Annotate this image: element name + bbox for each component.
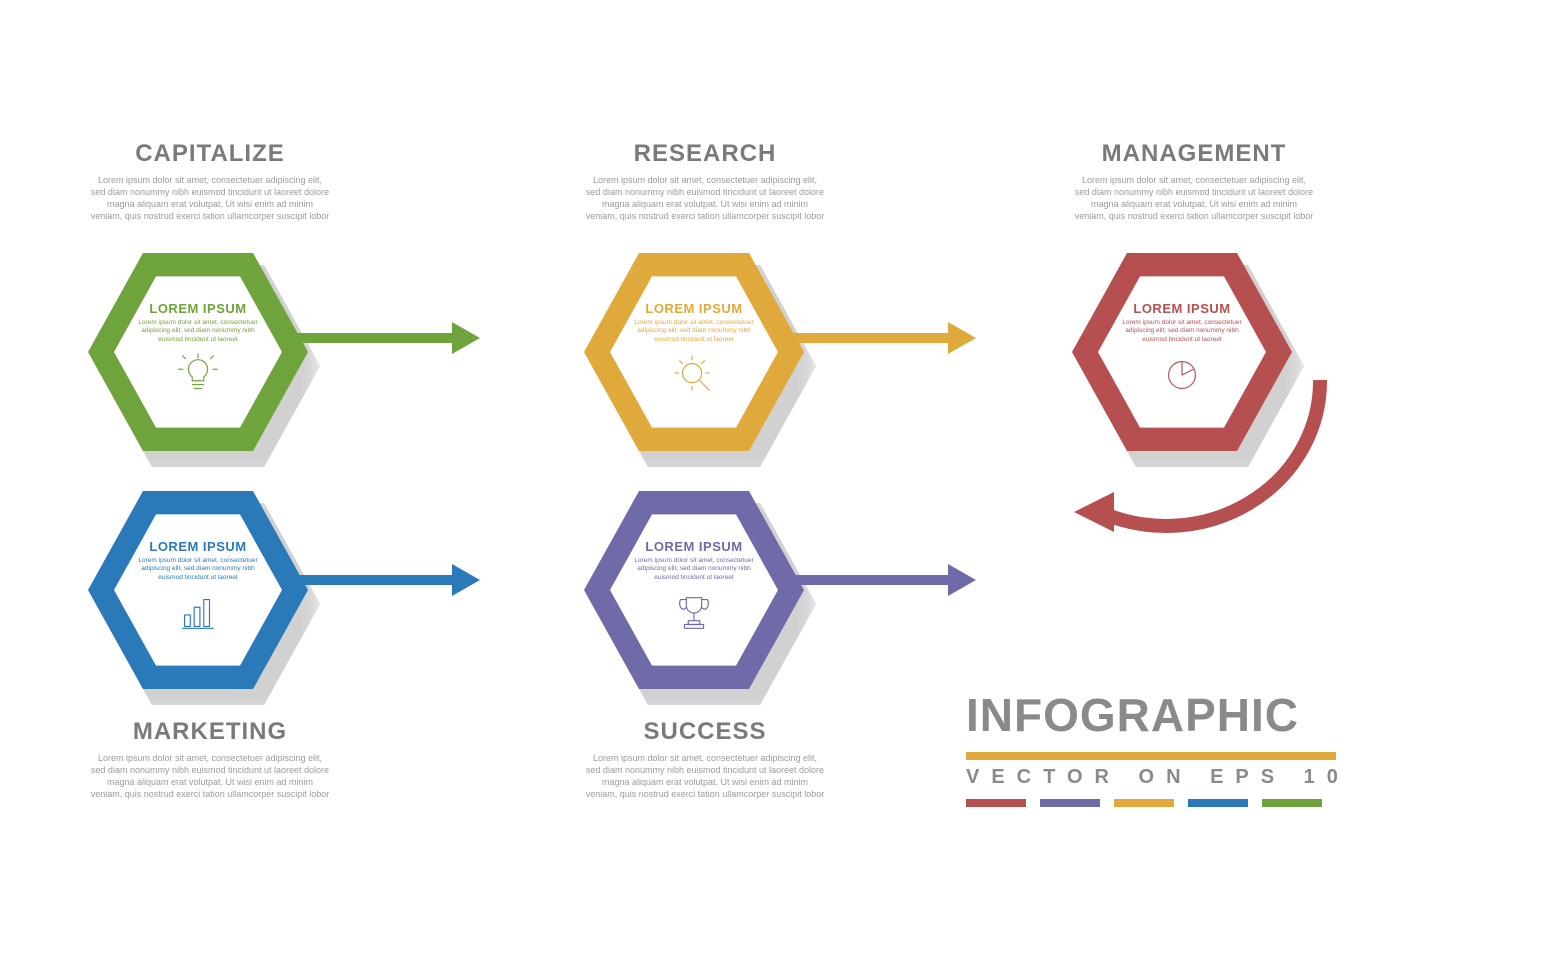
caption-success: SUCCESS Lorem ipsum dolor sit amet, conse… [585, 718, 825, 801]
arrow-capitalize [290, 330, 480, 346]
footer-bar-0 [966, 799, 1026, 807]
caption-marketing: MARKETING Lorem ipsum dolor sit amet, con… [90, 718, 330, 801]
hex-capitalize: LOREM IPSUM Lorem ipsum dolor sit amet, c… [88, 242, 308, 462]
caption-title: SUCCESS [585, 718, 825, 746]
caption-title: RESEARCH [585, 140, 825, 168]
caption-body: Lorem ipsum dolor sit amet, consectetuer… [90, 752, 330, 801]
footer-title: INFOGRAPHIC [966, 688, 1350, 742]
footer-bar-4 [1262, 799, 1322, 807]
arrow-research [786, 330, 976, 346]
hex-body: Lorem ipsum dolor sit amet, consectetuer… [1110, 319, 1254, 344]
footer-bar-long [966, 752, 1336, 760]
arrow-marketing [290, 572, 480, 588]
caption-body: Lorem ipsum dolor sit amet, consectetuer… [1074, 174, 1314, 223]
hex-title: LOREM IPSUM [645, 301, 742, 316]
magnifier-icon [671, 352, 717, 403]
arrow-success [786, 572, 976, 588]
chart-icon [175, 590, 221, 641]
hex-research: LOREM IPSUM Lorem ipsum dolor sit amet, c… [584, 242, 804, 462]
footer-subtitle: VECTOR ON EPS 10 [966, 766, 1350, 789]
caption-body: Lorem ipsum dolor sit amet, consectetuer… [90, 174, 330, 223]
caption-title: MARKETING [90, 718, 330, 746]
hex-title: LOREM IPSUM [149, 539, 246, 554]
lightbulb-icon [175, 352, 221, 403]
trophy-icon [671, 590, 717, 641]
caption-capitalize: CAPITALIZE Lorem ipsum dolor sit amet, co… [90, 140, 330, 223]
footer-bar-2 [1114, 799, 1174, 807]
hex-title: LOREM IPSUM [645, 539, 742, 554]
hex-success: LOREM IPSUM Lorem ipsum dolor sit amet, c… [584, 480, 804, 700]
curve-arrow [1060, 370, 1340, 540]
caption-body: Lorem ipsum dolor sit amet, consectetuer… [585, 174, 825, 223]
hex-body: Lorem ipsum dolor sit amet, consectetuer… [622, 557, 766, 582]
hex-marketing: LOREM IPSUM Lorem ipsum dolor sit amet, c… [88, 480, 308, 700]
hex-body: Lorem ipsum dolor sit amet, consectetuer… [622, 319, 766, 344]
footer: INFOGRAPHIC VECTOR ON EPS 10 [966, 688, 1350, 807]
hex-title: LOREM IPSUM [1133, 301, 1230, 316]
caption-title: CAPITALIZE [90, 140, 330, 168]
footer-bar-3 [1188, 799, 1248, 807]
caption-research: RESEARCH Lorem ipsum dolor sit amet, cons… [585, 140, 825, 223]
hex-title: LOREM IPSUM [149, 301, 246, 316]
footer-bar-1 [1040, 799, 1100, 807]
caption-management: MANAGEMENT Lorem ipsum dolor sit amet, co… [1074, 140, 1314, 223]
caption-body: Lorem ipsum dolor sit amet, consectetuer… [585, 752, 825, 801]
caption-title: MANAGEMENT [1074, 140, 1314, 168]
hex-body: Lorem ipsum dolor sit amet, consectetuer… [126, 319, 270, 344]
hex-body: Lorem ipsum dolor sit amet, consectetuer… [126, 557, 270, 582]
